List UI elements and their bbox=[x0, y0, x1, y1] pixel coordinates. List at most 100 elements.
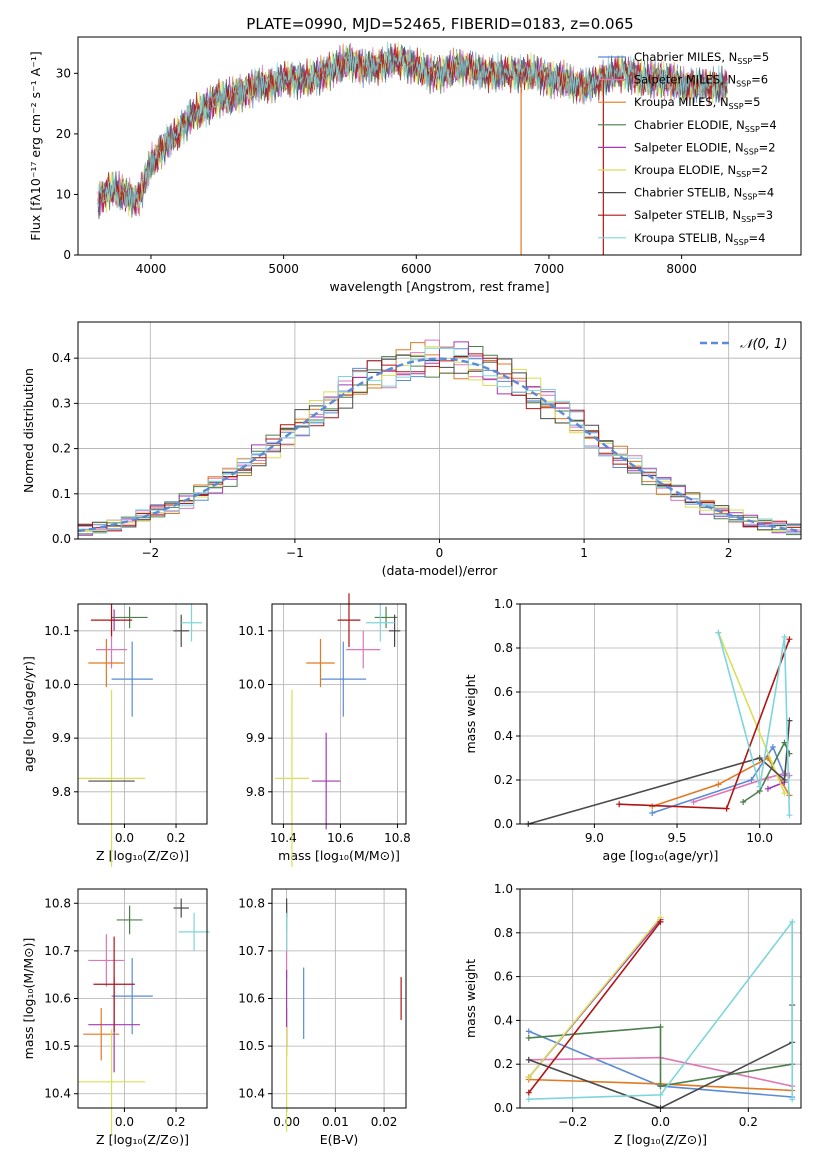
weight-point-salpeter_stelib bbox=[723, 805, 730, 812]
y-tick-label: 0.4 bbox=[52, 351, 71, 365]
weight-point-kroupa_stelib bbox=[657, 1091, 664, 1098]
weight-line-salpeter_elodie bbox=[767, 781, 785, 790]
panel-7: −0.2 0.0 0.2 0.0 0.2 0.4 0.6 0.8 1.0 Z [log₁₀(Z/Z… bbox=[463, 882, 802, 1147]
weight-point-kroupa_miles bbox=[715, 781, 722, 788]
legend-label-normal: 𝒩(0, 1) bbox=[740, 337, 787, 352]
weight-point-salpeter_miles bbox=[786, 772, 793, 779]
weight-point-chabrier_elodie bbox=[525, 1034, 532, 1041]
legend-label-salpeter_miles: Salpeter MILES, NSSP=6 bbox=[634, 73, 768, 89]
y-axis-label: Flux [fλ10⁻¹⁷ erg cm⁻² s⁻¹ A⁻¹] bbox=[28, 51, 43, 240]
y-tick-label: 10.8 bbox=[238, 896, 265, 910]
y-tick-label: 0.0 bbox=[52, 532, 71, 546]
x-tick-label: 0.0 bbox=[115, 1115, 134, 1129]
y-tick-label: 10.8 bbox=[44, 896, 71, 910]
x-tick-label: 1 bbox=[580, 546, 588, 560]
x-tick-label: 10.4 bbox=[270, 831, 297, 845]
x-tick-label: 0.0 bbox=[651, 1115, 670, 1129]
axes-frame bbox=[77, 888, 208, 1109]
legend-label-salpeter_elodie: Salpeter ELODIE, NSSP=2 bbox=[634, 140, 776, 156]
y-tick-label: 0.4 bbox=[494, 729, 513, 743]
x-tick-label: 0.2 bbox=[166, 1115, 185, 1129]
weight-point-salpeter_stelib bbox=[616, 801, 623, 808]
y-tick-label: 0.6 bbox=[494, 685, 513, 699]
x-tick-label: −1 bbox=[286, 546, 304, 560]
legend-label-kroupa_miles: Kroupa MILES, NSSP=5 bbox=[634, 95, 760, 111]
weight-point-salpeter_stelib bbox=[525, 1089, 532, 1096]
x-axis-label: mass [log₁₀(M/M⊙)] bbox=[278, 848, 400, 863]
x-tick-label: 8000 bbox=[666, 262, 697, 276]
axes-frame bbox=[519, 888, 802, 1109]
y-tick-label: 10.0 bbox=[44, 677, 71, 691]
spectrum-lines bbox=[97, 41, 728, 255]
y-tick-label: 10 bbox=[56, 187, 71, 201]
y-tick-label: 10.5 bbox=[44, 1039, 71, 1053]
y-tick-label: 0.8 bbox=[494, 641, 513, 655]
y-tick-label: 9.9 bbox=[246, 731, 265, 745]
weight-point-kroupa_stelib bbox=[781, 634, 788, 640]
y-tick-label: 0.4 bbox=[494, 1013, 513, 1027]
y-tick-label: 0.1 bbox=[52, 487, 71, 501]
weight-line-kroupa_stelib bbox=[717, 632, 791, 816]
weight-point-chabrier_elodie bbox=[657, 1083, 664, 1090]
x-tick-label: 0.2 bbox=[166, 831, 185, 845]
weight-line-kroupa_elodie bbox=[528, 916, 662, 1078]
x-tick-label: 4000 bbox=[136, 262, 167, 276]
x-tick-label: 10.6 bbox=[327, 831, 354, 845]
weight-point-kroupa_elodie bbox=[781, 790, 788, 797]
x-tick-label: 0.02 bbox=[371, 1115, 398, 1129]
weight-point-chabrier_elodie bbox=[657, 1023, 664, 1030]
axes-frame bbox=[271, 603, 407, 825]
y-axis-label: mass weight bbox=[463, 674, 478, 753]
weight-point-salpeter_stelib bbox=[657, 918, 664, 925]
x-tick-label: 6000 bbox=[401, 262, 432, 276]
weight-point-kroupa_elodie bbox=[525, 1074, 532, 1081]
legend-label-kroupa_stelib: Kroupa STELIB, NSSP=4 bbox=[634, 231, 765, 247]
x-tick-label: 10.0 bbox=[746, 831, 773, 845]
axes-frame bbox=[77, 321, 802, 540]
x-tick-label: 0.2 bbox=[739, 1115, 758, 1129]
x-tick-label: 9.0 bbox=[585, 831, 604, 845]
y-tick-label: 9.8 bbox=[52, 785, 71, 799]
panel-4: 9.0 9.5 10.0 0.0 0.2 0.4 0.6 0.8 1.0 age [log₁₀(a… bbox=[463, 597, 802, 863]
legend-label-chabrier_elodie: Chabrier ELODIE, NSSP=4 bbox=[634, 118, 777, 134]
panel-5: 0.0 0.2 10.4 10.5 10.6 10.7 10.8 Z [log₁₀(Z/Z⊙)… bbox=[21, 888, 210, 1147]
panel-1: −2 −1 0 1 2 0.0 0.1 0.2 0.3 0.4 (data-model)/error… bbox=[21, 321, 802, 578]
weight-point-kroupa_stelib bbox=[756, 783, 763, 790]
y-tick-label: 10.0 bbox=[238, 677, 265, 691]
weight-point-chabrier_miles bbox=[649, 810, 656, 816]
x-tick-label: −2 bbox=[141, 546, 159, 560]
normal-curve bbox=[77, 357, 802, 533]
x-axis-label: Z [log₁₀(Z/Z⊙)] bbox=[96, 1132, 189, 1147]
legend-label-salpeter_stelib: Salpeter STELIB, NSSP=3 bbox=[634, 208, 773, 224]
y-tick-label: 10.7 bbox=[238, 944, 265, 958]
x-axis-label: age [log₁₀(age/yr)] bbox=[603, 848, 719, 863]
weight-point-chabrier_elodie bbox=[781, 739, 788, 746]
x-tick-label: 5000 bbox=[268, 262, 299, 276]
y-tick-label: 1.0 bbox=[494, 882, 513, 896]
legend-label-kroupa_elodie: Kroupa ELODIE, NSSP=2 bbox=[634, 163, 768, 179]
y-tick-label: 10.6 bbox=[44, 992, 71, 1006]
y-tick-label: 0.0 bbox=[494, 817, 513, 831]
weight-line-kroupa_stelib bbox=[528, 919, 793, 1100]
y-axis-label: mass weight bbox=[463, 959, 478, 1038]
x-tick-label: 10.8 bbox=[384, 831, 411, 845]
axes-frame bbox=[77, 603, 208, 825]
x-tick-label: 7000 bbox=[534, 262, 565, 276]
weight-line-kroupa_miles bbox=[651, 756, 791, 808]
figure-title: PLATE=0990, MJD=52465, FIBERID=0183, z=0… bbox=[246, 15, 633, 33]
y-tick-label: 0.2 bbox=[494, 1057, 513, 1071]
y-tick-label: 10.1 bbox=[44, 624, 71, 638]
x-tick-label: −0.2 bbox=[558, 1115, 587, 1129]
weight-line-chabrier_miles bbox=[651, 745, 786, 814]
legend-label-chabrier_miles: Chabrier MILES, NSSP=5 bbox=[634, 50, 769, 66]
y-tick-label: 9.9 bbox=[52, 731, 71, 745]
x-axis-label: (data-model)/error bbox=[382, 563, 499, 578]
y-tick-label: 0.6 bbox=[494, 970, 513, 984]
weight-point-salpeter_elodie bbox=[764, 785, 771, 792]
y-tick-label: 0 bbox=[63, 248, 71, 262]
weight-point-chabrier_stelib bbox=[525, 1056, 532, 1063]
histogram-kroupa_stelib bbox=[78, 347, 801, 535]
histogram-chabrier_elodie bbox=[78, 346, 801, 536]
x-axis-label: wavelength [Angstrom, rest frame] bbox=[329, 279, 549, 294]
